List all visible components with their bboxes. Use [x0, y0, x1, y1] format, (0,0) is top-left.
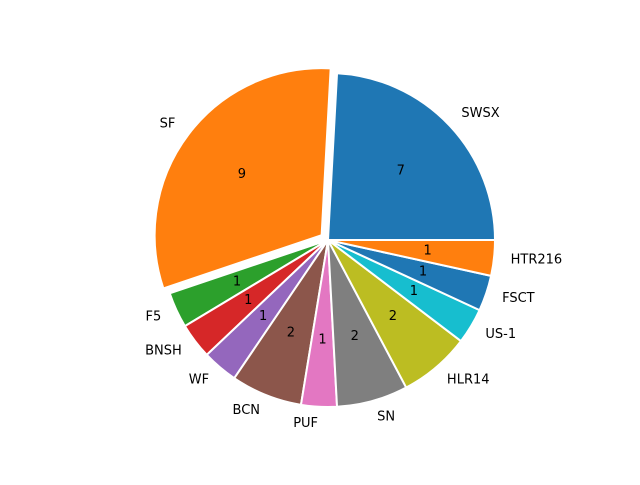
- slice-label-wf: WF: [189, 373, 209, 388]
- slice-label-us-1: US-1: [485, 327, 516, 342]
- slice-value-puf: 1: [318, 333, 326, 348]
- slice-value-sf: 9: [238, 167, 246, 182]
- slice-value-sn: 2: [351, 329, 359, 344]
- slice-label-swsx: SWSX: [461, 106, 499, 121]
- slice-value-fsct: 1: [419, 264, 427, 279]
- slice-value-hlr14: 2: [389, 309, 397, 324]
- slice-value-f5: 1: [233, 275, 241, 290]
- slice-label-puf: PUF: [293, 416, 318, 431]
- slice-value-us-1: 1: [410, 284, 418, 299]
- pie-slice-sf: [153, 67, 332, 290]
- slice-label-bnsh: BNSH: [145, 344, 182, 359]
- slice-label-f5: F5: [146, 310, 162, 325]
- pie-slice-swsx: [327, 72, 496, 241]
- slice-label-htr216: HTR216: [511, 252, 563, 267]
- pie-labels: SWSX 7 SF 9 F5 1 BNSH 1 WF 1 BCN 2 PUF 1 SN 2 HLR14 2 US-1…: [145, 106, 562, 431]
- slice-value-wf: 1: [259, 309, 267, 324]
- slice-label-bcn: BCN: [233, 403, 261, 418]
- slice-value-bnsh: 1: [244, 293, 252, 308]
- slice-value-swsx: 7: [397, 164, 405, 179]
- slice-label-fsct: FSCT: [502, 291, 535, 306]
- slice-label-hlr14: HLR14: [447, 373, 490, 388]
- slice-value-bcn: 2: [287, 326, 295, 341]
- pie-slice-htr216: [327, 239, 496, 277]
- slice-label-sn: SN: [377, 410, 395, 425]
- slice-label-sf: SF: [160, 116, 176, 131]
- pie-wedges: [153, 67, 496, 408]
- slice-value-htr216: 1: [423, 243, 431, 258]
